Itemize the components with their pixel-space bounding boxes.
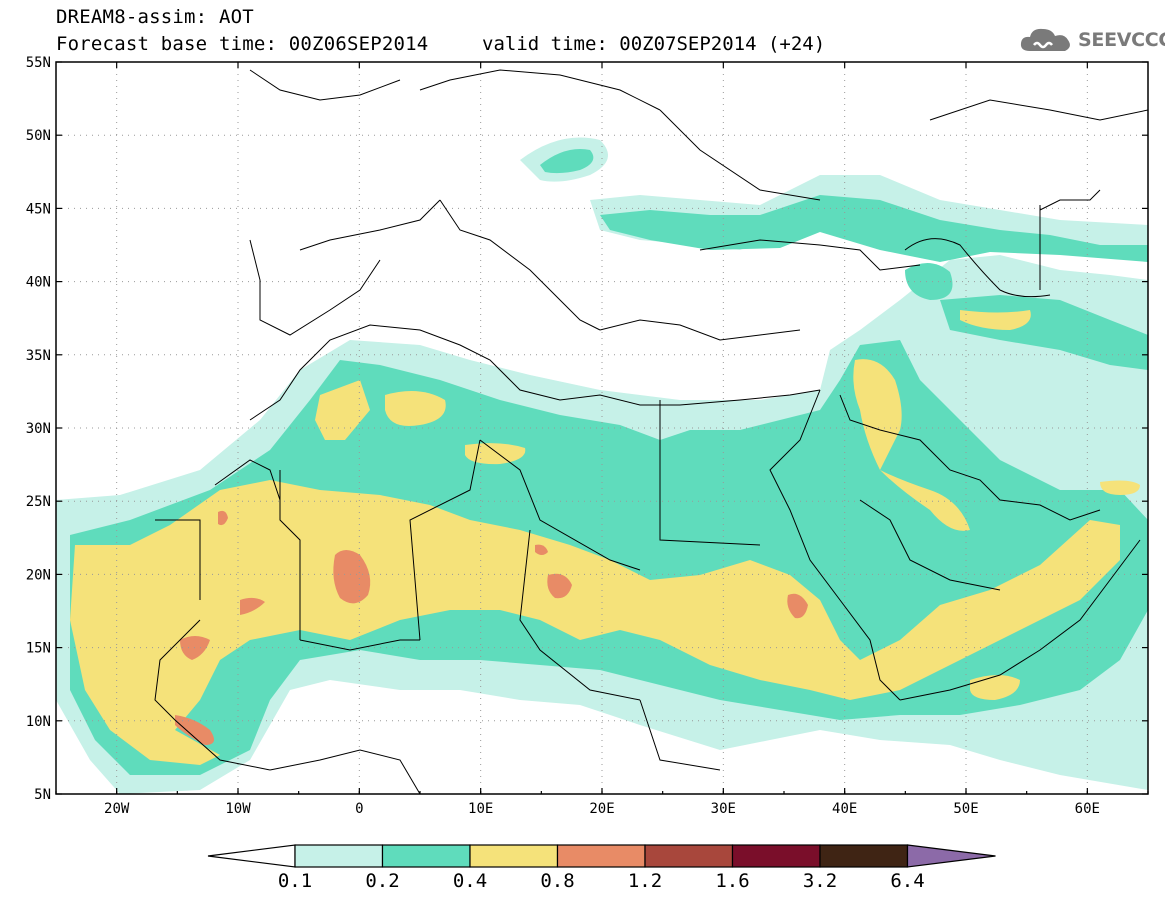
lon-label: 10W xyxy=(225,801,251,817)
colorbar-label: 0.2 xyxy=(365,870,399,892)
colorbar-labels: 0.1 0.2 0.4 0.8 1.2 1.6 3.2 6.4 xyxy=(278,870,925,892)
colorbar-segment xyxy=(819,844,909,868)
colorbar-segment xyxy=(381,844,471,868)
lon-label: 60E xyxy=(1075,801,1100,817)
cloud-icon xyxy=(1020,28,1070,51)
colorbar-label: 0.1 xyxy=(278,870,312,892)
colorbar xyxy=(207,844,996,868)
colorbar-label: 3.2 xyxy=(803,870,837,892)
colorbar-max-arrow xyxy=(906,844,996,868)
colorbar-segment xyxy=(556,844,646,868)
lon-label: 20W xyxy=(104,801,130,817)
lat-label: 40N xyxy=(26,275,51,291)
lat-label: 10N xyxy=(26,714,51,730)
forecast-base-time: Forecast base time: 00Z06SEP2014 xyxy=(56,33,429,55)
colorbar-label: 0.4 xyxy=(453,870,487,892)
latitude-labels: 55N 50N 45N 40N 35N 30N 25N 20N 15N 10N 5N xyxy=(26,55,51,803)
lat-label: 5N xyxy=(34,787,51,803)
aot-level-0.4 xyxy=(70,310,1140,765)
lon-label: 50E xyxy=(953,801,978,817)
lon-label: 0 xyxy=(355,801,363,817)
lon-label: 40E xyxy=(832,801,857,817)
seevccc-logo: SEEVCCC xyxy=(1018,22,1165,58)
colorbar-segment xyxy=(294,844,384,868)
aot-contours xyxy=(56,137,1148,794)
lon-label: 20E xyxy=(589,801,614,817)
colorbar-segment xyxy=(731,844,821,868)
lat-label: 35N xyxy=(26,348,51,364)
colorbar-segment xyxy=(644,844,734,868)
lon-label: 10E xyxy=(468,801,493,817)
valid-time: valid time: 00Z07SEP2014 (+24) xyxy=(482,33,826,55)
axis-ticks xyxy=(55,61,1149,795)
lat-label: 15N xyxy=(26,641,51,657)
colorbar-min-arrow xyxy=(207,844,296,868)
map-title: DREAM8-assim: AOT xyxy=(56,6,254,28)
lon-label: 30E xyxy=(711,801,736,817)
lat-label: 50N xyxy=(26,128,51,144)
graticule xyxy=(56,62,1148,794)
lat-label: 25N xyxy=(26,494,51,510)
lat-label: 20N xyxy=(26,567,51,583)
colorbar-segment xyxy=(469,844,559,868)
colorbar-label: 0.8 xyxy=(540,870,574,892)
lat-label: 45N xyxy=(26,201,51,217)
logo-text: SEEVCCC xyxy=(1078,29,1165,51)
longitude-labels: 20W 10W 0 10E 20E 30E 40E 50E 60E xyxy=(104,801,1100,817)
colorbar-label: 1.2 xyxy=(628,870,662,892)
lat-label: 30N xyxy=(26,421,51,437)
lat-label: 55N xyxy=(26,55,51,71)
colorbar-label: 6.4 xyxy=(890,870,924,892)
colorbar-label: 1.6 xyxy=(715,870,749,892)
coastlines xyxy=(154,69,1149,795)
